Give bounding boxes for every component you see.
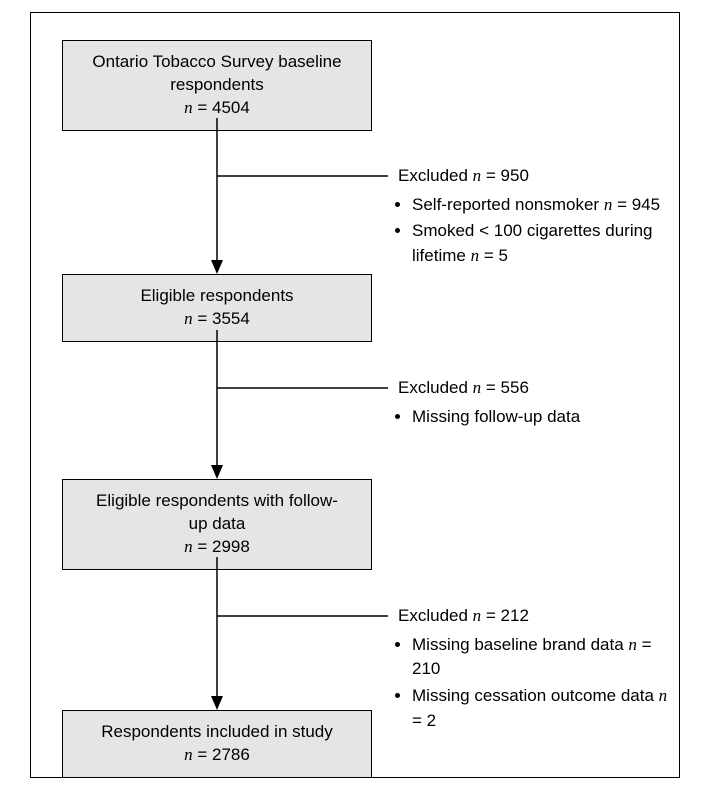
annotation-item: Self-reported nonsmoker n = 945 (412, 193, 678, 218)
node-text: up data (81, 513, 353, 536)
node-text: Eligible respondents (81, 285, 353, 308)
flow-node-eligible: Eligible respondents n = 3554 (62, 274, 372, 342)
flow-node-included: Respondents included in study n = 2786 (62, 710, 372, 778)
flow-node-baseline: Ontario Tobacco Survey baseline responde… (62, 40, 372, 131)
annotation-header: Excluded n = 212 (398, 604, 678, 629)
annotation-list: Missing baseline brand data n = 210 Miss… (398, 633, 678, 734)
annotation-item: Missing cessation outcome data n = 2 (412, 684, 678, 733)
annotation-header: Excluded n = 556 (398, 376, 678, 401)
node-count: n = 3554 (81, 308, 353, 331)
annotation-header: Excluded n = 950 (398, 164, 678, 189)
exclusion-annotation-1: Excluded n = 950 Self-reported nonsmoker… (398, 164, 678, 271)
annotation-item: Missing follow-up data (412, 405, 678, 430)
node-text: Eligible respondents with follow- (81, 490, 353, 513)
annotation-item: Smoked < 100 cigarettes during lifetime … (412, 219, 678, 268)
exclusion-annotation-3: Excluded n = 212 Missing baseline brand … (398, 604, 678, 735)
annotation-item: Missing baseline brand data n = 210 (412, 633, 678, 682)
node-text: respondents (81, 74, 353, 97)
flow-node-eligible-followup: Eligible respondents with follow- up dat… (62, 479, 372, 570)
node-text: Respondents included in study (81, 721, 353, 744)
annotation-list: Self-reported nonsmoker n = 945 Smoked <… (398, 193, 678, 269)
annotation-list: Missing follow-up data (398, 405, 678, 430)
node-count: n = 2998 (81, 536, 353, 559)
exclusion-annotation-2: Excluded n = 556 Missing follow-up data (398, 376, 678, 431)
flowchart-canvas: Ontario Tobacco Survey baseline responde… (0, 0, 706, 792)
node-text: Ontario Tobacco Survey baseline (81, 51, 353, 74)
node-count: n = 2786 (81, 744, 353, 767)
node-count: n = 4504 (81, 97, 353, 120)
